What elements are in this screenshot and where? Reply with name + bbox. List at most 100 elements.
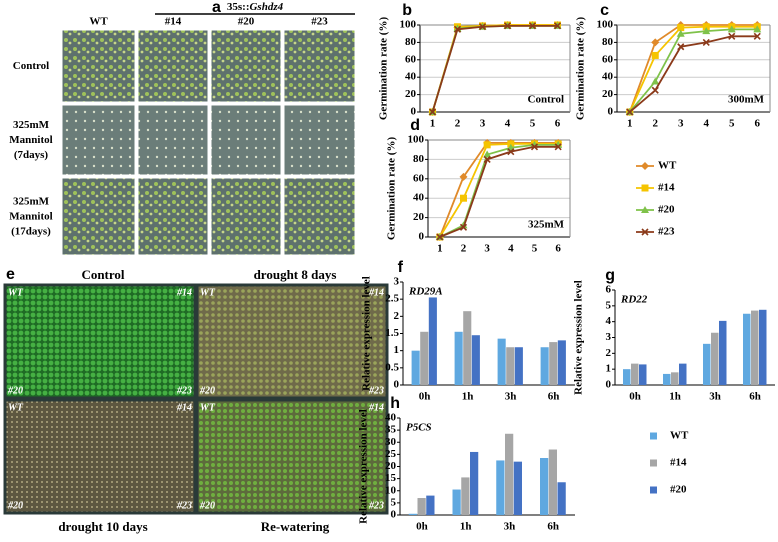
y-axis-label: Relative expression level: [361, 276, 373, 391]
bar: [463, 311, 472, 385]
line: [431, 24, 558, 113]
x-tick-label: 3: [480, 118, 486, 130]
y-tick-label: 6: [606, 284, 612, 296]
x-tick-label: 6: [555, 243, 561, 255]
y-tick-label: 100: [400, 19, 417, 31]
panel-label: g: [605, 267, 615, 284]
bar: [703, 343, 711, 385]
bar: [719, 320, 727, 385]
y-tick-label: 0.5: [385, 361, 399, 373]
tray-photo: [3, 398, 197, 515]
y-tick-label: 0: [608, 106, 614, 118]
tray-corner: WT: [200, 402, 216, 413]
legend-label: WT: [658, 160, 677, 172]
panel-label: a: [212, 0, 221, 16]
tray-corner: #23: [368, 385, 384, 396]
bar: [557, 482, 566, 515]
bar: [549, 342, 558, 385]
bar: [671, 372, 679, 385]
y-tick-label: 20: [413, 211, 425, 223]
bar: [428, 297, 437, 385]
seedling-photo: [283, 104, 356, 176]
marker: [428, 108, 437, 116]
x-tick-label: 1h: [462, 391, 474, 403]
x-tick-label: 4: [508, 243, 514, 255]
marker: [753, 32, 761, 40]
tray-title: drought 8 days: [254, 267, 337, 282]
line: [629, 35, 758, 113]
seedling-photo: [137, 104, 209, 176]
bar: [505, 433, 514, 515]
legend-swatch: [650, 432, 657, 440]
panel-label: f: [398, 259, 404, 276]
marker: [530, 143, 539, 151]
marker: [478, 23, 487, 31]
bar: [411, 350, 420, 385]
tray-corner: #14: [176, 287, 192, 298]
marker: [641, 228, 649, 236]
tray-title: drought 10 days: [58, 519, 147, 534]
marker: [677, 24, 685, 32]
bar: [470, 451, 479, 515]
marker: [753, 25, 762, 33]
x-tick-label: 4: [704, 118, 710, 130]
marker: [626, 108, 634, 116]
annotation: 325mM: [528, 219, 565, 231]
bar: [452, 489, 461, 515]
annotation: Control: [528, 94, 564, 106]
bar: [471, 335, 480, 385]
marker: [728, 32, 736, 40]
panel-label: d: [410, 117, 420, 134]
legend-label: #20: [670, 484, 687, 496]
x-tick-label: 1: [430, 118, 436, 130]
marker: [483, 141, 491, 149]
line: [628, 24, 758, 113]
seedling-photo: [283, 177, 356, 256]
y-tick-label: 3: [394, 276, 400, 288]
x-tick-label: 1h: [669, 391, 681, 403]
x-tick-label: 6: [555, 118, 561, 130]
y-tick-label: 60: [405, 53, 417, 65]
y-tick-label: 40: [405, 71, 417, 83]
x-tick-label: 3h: [504, 521, 516, 533]
marker: [507, 148, 515, 156]
annotation: RD29A: [408, 286, 443, 298]
transgene-prefix: 35s::: [227, 1, 250, 13]
y-axis-label: Relative expression level: [358, 409, 370, 524]
line: [439, 143, 559, 238]
line: [439, 145, 559, 238]
line: [439, 142, 559, 238]
seedling-photo: [137, 29, 209, 103]
bar: [557, 340, 566, 385]
marker: [436, 233, 444, 241]
y-tick-label: 60: [602, 53, 614, 65]
marker: [503, 22, 512, 30]
panel-label: e: [6, 266, 15, 283]
line: [628, 25, 758, 113]
tray-corner: WT: [8, 402, 24, 413]
marker: [676, 29, 685, 37]
tray-corner: #14: [368, 402, 384, 413]
marker: [483, 155, 491, 163]
y-tick-label: 20: [602, 88, 614, 100]
tray-photo: [3, 283, 197, 400]
marker: [677, 43, 685, 51]
bar: [639, 364, 647, 385]
x-tick-label: 3h: [709, 391, 721, 403]
marker: [727, 25, 736, 33]
x-tick-label: 5: [530, 118, 536, 130]
annotation: RD22: [620, 294, 648, 306]
row-label: Control: [13, 60, 49, 72]
x-tick-label: 2: [455, 118, 461, 130]
bar: [631, 363, 639, 385]
row-label: 325mM Mannitol (17days): [9, 195, 52, 237]
y-tick-label: 3: [606, 331, 612, 343]
bar: [540, 347, 549, 385]
y-tick-label: 80: [413, 153, 425, 165]
y-tick-label: 25: [385, 448, 397, 460]
marker: [554, 143, 562, 151]
legend-label: #14: [658, 182, 675, 194]
y-tick-label: 0: [411, 106, 417, 118]
line: [629, 28, 758, 113]
